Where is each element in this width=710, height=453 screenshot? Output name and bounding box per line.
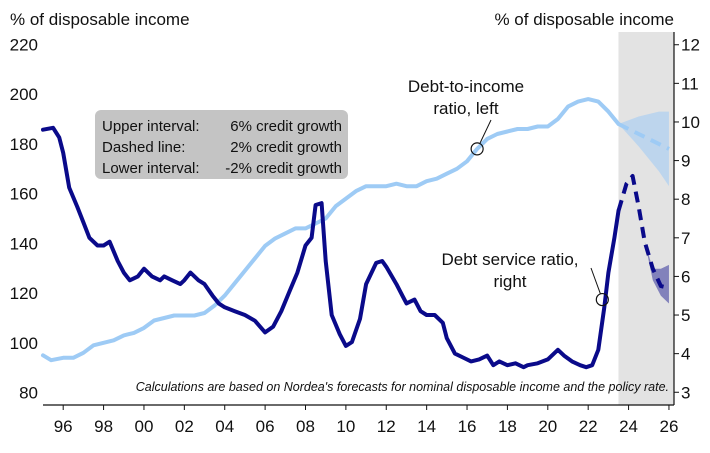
annotation-dti-leader	[479, 119, 492, 144]
annotation-dti-line2: ratio, left	[433, 99, 498, 118]
right-tick-label: 11	[681, 74, 699, 93]
x-tick-label: 16	[458, 417, 477, 436]
left-tick-label: 200	[10, 85, 38, 104]
x-tick-label: 08	[296, 417, 315, 436]
x-tick-label: 22	[579, 417, 598, 436]
legend-row-dashed-label: Dashed line:	[102, 139, 185, 156]
line-debt_service	[41, 125, 621, 370]
band-debt_to_income	[618, 111, 669, 187]
x-tick-label: 98	[94, 417, 113, 436]
x-tick-label: 10	[336, 417, 355, 436]
legend-row-dashed-value: 2% credit growth	[230, 139, 342, 156]
x-tick-label: 04	[215, 417, 234, 436]
right-tick-label: 5	[681, 306, 690, 325]
footnote: Calculations are based on Nordea's forec…	[136, 380, 669, 394]
legend-box: Upper interval: 6% credit growth Dashed …	[95, 110, 348, 179]
line-debt_to_income	[41, 97, 621, 363]
annotation-dsr-line2: right	[493, 272, 526, 291]
right-tick-label: 12	[681, 36, 700, 55]
x-tick-label: 12	[377, 417, 396, 436]
x-tick-label: 24	[619, 417, 638, 436]
legend-row-upper-value: 6% credit growth	[230, 118, 342, 135]
left-tick-label: 220	[10, 35, 38, 54]
x-tick-label: 18	[498, 417, 517, 436]
x-tick-label: 26	[659, 417, 678, 436]
left-tick-label: 180	[10, 135, 38, 154]
right-tick-label: 9	[681, 152, 690, 171]
right-tick-label: 4	[681, 345, 690, 364]
x-tick-label: 00	[134, 417, 153, 436]
right-tick-label: 10	[681, 113, 700, 132]
x-tick-label: 14	[417, 417, 436, 436]
left-tick-label: 160	[10, 185, 38, 204]
right-axis-title: % of disposable income	[494, 10, 674, 29]
x-tick-label: 02	[175, 417, 194, 436]
annotation-dsr-leader	[590, 267, 601, 294]
right-tick-label: 3	[681, 383, 690, 402]
forecast-line-debt_service	[616, 174, 670, 290]
x-tick-label: 06	[256, 417, 275, 436]
annotation-dsr-marker	[595, 292, 609, 307]
right-tick-label: 7	[681, 229, 690, 248]
annotation-dsr-line1: Debt service ratio,	[442, 250, 579, 269]
annotation-dti-marker	[470, 142, 484, 156]
legend-row-lower-value: -2% credit growth	[225, 160, 342, 177]
band-debt_service	[638, 206, 669, 304]
right-tick-label: 6	[681, 267, 690, 286]
annotation-dti-line1: Debt-to-income	[408, 77, 524, 96]
left-tick-label: 80	[19, 384, 38, 403]
forecast-shade	[618, 32, 674, 405]
legend-box-background	[95, 110, 348, 179]
right-tick-label: 8	[681, 190, 690, 209]
left-tick-label: 140	[10, 234, 38, 253]
legend-row-lower-label: Lower interval:	[102, 160, 200, 177]
left-axis-title: % of disposable income	[10, 10, 190, 29]
left-tick-label: 120	[10, 284, 38, 303]
x-tick-label: 20	[538, 417, 557, 436]
x-tick-label: 96	[54, 417, 73, 436]
left-tick-label: 100	[10, 334, 38, 353]
legend-row-upper-label: Upper interval:	[102, 118, 200, 135]
